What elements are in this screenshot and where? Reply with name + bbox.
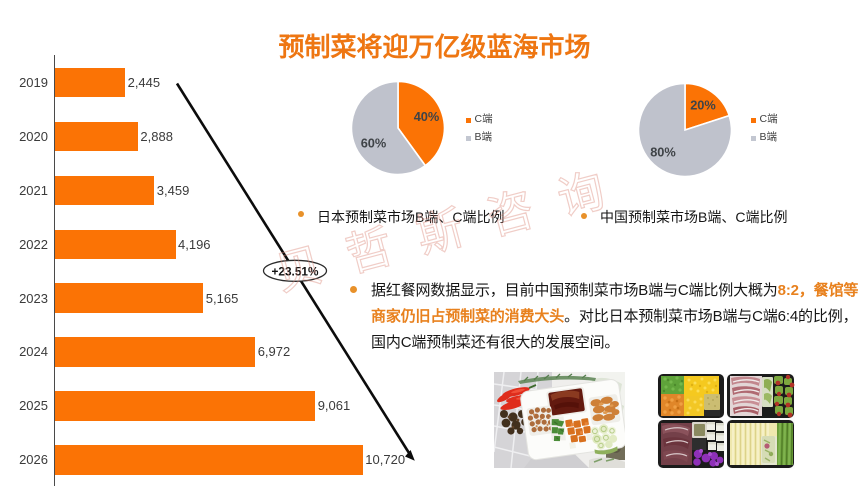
svg-text:60%: 60% xyxy=(361,136,387,151)
svg-text:80%: 80% xyxy=(650,145,676,160)
svg-text:+23.51%: +23.51% xyxy=(272,264,319,278)
svg-text:20%: 20% xyxy=(690,98,716,113)
svg-text:40%: 40% xyxy=(414,109,440,124)
